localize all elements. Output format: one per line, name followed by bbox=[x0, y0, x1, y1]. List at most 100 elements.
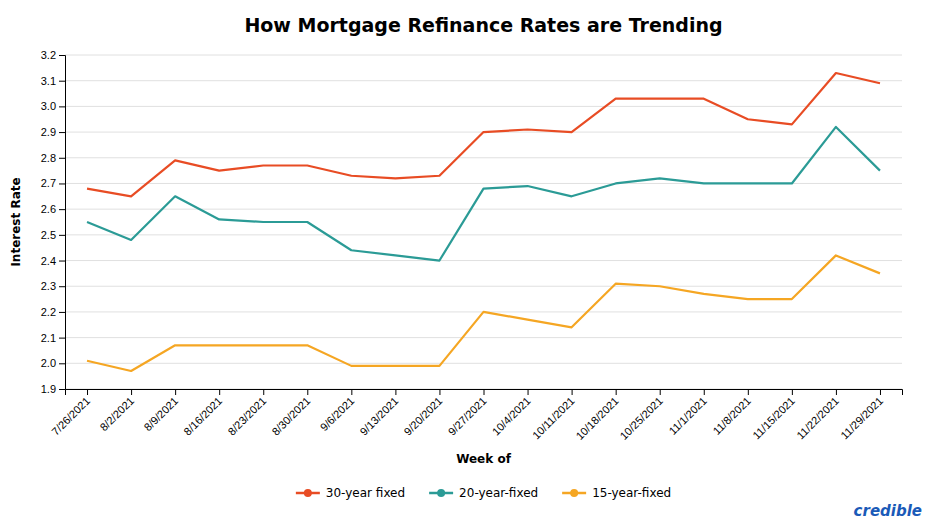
x-tick: 9/20/2021 bbox=[402, 389, 445, 438]
x-tick-label: 11/29/2021 bbox=[838, 395, 885, 442]
x-tick-mark bbox=[131, 389, 132, 395]
y-tick: 2.2 bbox=[41, 306, 65, 318]
y-tick-label: 2.6 bbox=[41, 203, 56, 215]
x-tick: 11/29/2021 bbox=[838, 389, 885, 441]
x-tick-mark bbox=[660, 389, 661, 395]
x-tick-mark bbox=[439, 389, 440, 395]
x-tick-label: 8/30/2021 bbox=[269, 395, 312, 438]
x-tick-mark bbox=[307, 389, 308, 395]
lines bbox=[87, 73, 880, 371]
x-tick: 10/18/2021 bbox=[573, 389, 620, 442]
x-tick: 7/26/2021 bbox=[49, 389, 92, 438]
x-tick-mark bbox=[748, 389, 749, 395]
y-tick-label: 3.0 bbox=[41, 100, 56, 112]
grid-line bbox=[65, 260, 902, 261]
y-tick-mark bbox=[59, 158, 65, 159]
legend-label: 20-year-fixed bbox=[459, 486, 538, 500]
x-tick-label: 9/20/2021 bbox=[402, 395, 445, 438]
x-tick-mark bbox=[572, 389, 573, 395]
y-tick-label: 2.3 bbox=[41, 280, 56, 292]
y-tick: 2.0 bbox=[41, 357, 65, 369]
x-tick: 9/27/2021 bbox=[446, 389, 489, 438]
x-tick: 11/8/2021 bbox=[710, 389, 753, 437]
x-tick-label: 9/27/2021 bbox=[446, 395, 489, 438]
x-tick-mark bbox=[880, 389, 881, 395]
x-tick-mark bbox=[484, 389, 485, 395]
y-tick: 2.9 bbox=[41, 126, 65, 138]
grid-line bbox=[65, 234, 902, 235]
y-tick-label: 2.4 bbox=[41, 255, 56, 267]
legend-item: 20-year-fixed bbox=[429, 486, 538, 500]
x-tick: 10/4/2021 bbox=[490, 389, 533, 438]
plot: 1.92.02.12.22.32.42.52.62.72.82.93.03.13… bbox=[41, 49, 903, 442]
y-tick-label: 2.8 bbox=[41, 152, 56, 164]
y-tick: 2.3 bbox=[41, 280, 65, 292]
x-tick-mark bbox=[836, 389, 837, 395]
y-tick-mark bbox=[59, 235, 65, 236]
x-tick: 10/11/2021 bbox=[530, 389, 577, 441]
legend-marker bbox=[304, 489, 312, 497]
x-tick: 8/9/2021 bbox=[142, 389, 181, 433]
series-line bbox=[87, 127, 880, 261]
y-tick-mark bbox=[59, 389, 65, 390]
x-tick-label: 10/11/2021 bbox=[530, 395, 577, 442]
legend: 30-year fixed 20-year-fixed 15-year-fixed bbox=[296, 486, 671, 500]
y-tick-mark bbox=[59, 209, 65, 210]
x-tick-label: 8/9/2021 bbox=[142, 395, 181, 434]
y-tick-label: 3.1 bbox=[41, 75, 56, 87]
y-tick-label: 2.1 bbox=[41, 332, 56, 344]
x-tick-label: 11/15/2021 bbox=[750, 395, 797, 442]
x-tick-label: 11/1/2021 bbox=[666, 395, 709, 438]
grid bbox=[65, 55, 902, 389]
title: How Mortgage Refinance Rates are Trendin… bbox=[244, 14, 722, 36]
legend-label: 30-year fixed bbox=[326, 486, 405, 500]
y-tick-label: 3.2 bbox=[41, 49, 56, 61]
legend-item: 30-year fixed bbox=[296, 486, 405, 500]
grid-line bbox=[65, 157, 902, 158]
y-tick-mark bbox=[59, 132, 65, 133]
y-tick-label: 2.2 bbox=[41, 306, 56, 318]
y-tick-label: 1.9 bbox=[41, 383, 56, 395]
legend-label: 15-year-fixed bbox=[592, 486, 671, 500]
x-tick: 10/25/2021 bbox=[617, 389, 664, 442]
x-tick: 11/22/2021 bbox=[794, 389, 841, 441]
y-tick: 2.7 bbox=[41, 177, 65, 189]
legend-marker bbox=[570, 489, 578, 497]
x-tick-label: 9/6/2021 bbox=[318, 395, 357, 434]
grid-line bbox=[65, 337, 902, 338]
x-tick-label: 8/16/2021 bbox=[181, 395, 224, 438]
chart: 1.92.02.12.22.32.42.52.62.72.82.93.03.13… bbox=[0, 0, 932, 524]
y-tick-label: 2.0 bbox=[41, 357, 56, 369]
x-tick: 9/6/2021 bbox=[318, 389, 357, 433]
grid-line bbox=[65, 363, 902, 364]
y-tick: 2.4 bbox=[41, 255, 65, 267]
series-line bbox=[87, 255, 880, 371]
y-tick: 3.1 bbox=[41, 75, 65, 87]
x-tick-label: 10/18/2021 bbox=[573, 395, 620, 442]
y-tick: 1.9 bbox=[41, 383, 65, 395]
x-tick-mark bbox=[219, 389, 220, 395]
x-tick-label: 9/13/2021 bbox=[357, 395, 400, 438]
x-axis-title: Week of bbox=[456, 452, 511, 466]
y-tick: 3.0 bbox=[41, 100, 65, 112]
x-tick-mark bbox=[528, 389, 529, 395]
y-tick: 2.8 bbox=[41, 152, 65, 164]
x-tick-mark bbox=[395, 389, 396, 395]
x-tick-label: 10/25/2021 bbox=[617, 395, 664, 442]
x-tick: 8/2/2021 bbox=[97, 389, 136, 433]
y-tick-mark bbox=[59, 106, 65, 107]
x-tick-mark bbox=[263, 389, 264, 395]
x-tick-label: 11/22/2021 bbox=[794, 395, 841, 442]
x-tick-label: 8/23/2021 bbox=[225, 395, 268, 438]
y-tick-label: 2.9 bbox=[41, 126, 56, 138]
x-tick-label: 10/4/2021 bbox=[490, 395, 533, 438]
y-tick-mark bbox=[59, 81, 65, 82]
y-tick-mark bbox=[59, 286, 65, 287]
grid-line bbox=[65, 106, 902, 107]
y-tick: 3.2 bbox=[41, 49, 65, 61]
y-axis: 1.92.02.12.22.32.42.52.62.72.82.93.03.13… bbox=[41, 49, 66, 395]
x-tick-mark bbox=[704, 389, 705, 395]
x-tick-mark bbox=[616, 389, 617, 395]
legend-marker bbox=[437, 489, 445, 497]
x-tick-mark bbox=[792, 389, 793, 395]
